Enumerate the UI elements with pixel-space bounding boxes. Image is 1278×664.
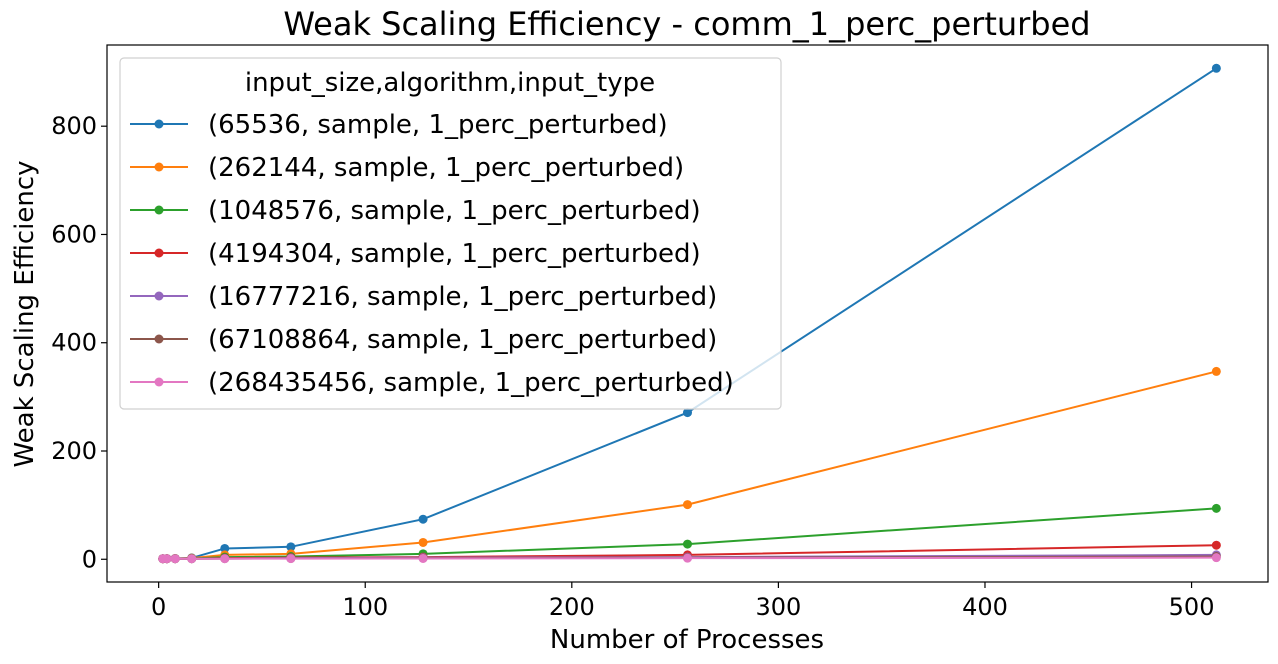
y-tick-label-1: 200 bbox=[51, 437, 97, 465]
legend-marker-0 bbox=[154, 119, 164, 129]
data-point-3-8 bbox=[1211, 540, 1221, 550]
x-tick-label-3: 300 bbox=[755, 593, 801, 621]
legend-marker-2 bbox=[154, 205, 164, 215]
legend-marker-1 bbox=[154, 162, 164, 172]
data-point-1-6 bbox=[418, 537, 428, 547]
legend-label-5: (67108864, sample, 1_perc_perturbed) bbox=[208, 325, 717, 355]
data-point-0-5 bbox=[286, 542, 296, 552]
x-tick-label-1: 100 bbox=[342, 593, 388, 621]
x-axis-title: Number of Processes bbox=[550, 625, 824, 655]
data-point-6-1 bbox=[162, 554, 172, 564]
data-point-2-8 bbox=[1211, 503, 1221, 513]
data-point-6-3 bbox=[187, 554, 197, 564]
data-point-6-4 bbox=[220, 554, 230, 564]
axes-frame bbox=[106, 44, 1269, 583]
data-point-6-2 bbox=[170, 554, 180, 564]
legend-marker-4 bbox=[154, 291, 164, 301]
legend-label-0: (65536, sample, 1_perc_perturbed) bbox=[208, 110, 668, 140]
x-tick-label-2: 200 bbox=[549, 593, 595, 621]
data-point-0-8 bbox=[1211, 63, 1221, 73]
y-axis-title: Weak Scaling Efficiency bbox=[10, 160, 40, 467]
data-point-1-8 bbox=[1211, 366, 1221, 376]
chart-title: Weak Scaling Efficiency - comm_1_perc_pe… bbox=[283, 5, 1090, 43]
data-point-2-7 bbox=[683, 539, 692, 549]
legend-label-6: (268435456, sample, 1_perc_perturbed) bbox=[208, 368, 734, 398]
y-tick-label-4: 800 bbox=[51, 112, 97, 140]
legend: input_size,algorithm,input_type (65536, … bbox=[119, 57, 782, 410]
data-point-6-8 bbox=[1211, 553, 1221, 563]
data-point-0-4 bbox=[220, 543, 230, 553]
y-tick-label-0: 0 bbox=[82, 545, 97, 573]
data-point-6-7 bbox=[683, 553, 692, 563]
y-tick-label-3: 600 bbox=[51, 220, 97, 248]
legend-marker-5 bbox=[154, 334, 164, 344]
legend-marker-6 bbox=[154, 377, 164, 387]
x-tick-label-5: 500 bbox=[1169, 593, 1215, 621]
legend-label-1: (262144, sample, 1_perc_perturbed) bbox=[208, 153, 684, 183]
legend-frame bbox=[119, 57, 782, 410]
data-point-6-5 bbox=[286, 554, 296, 564]
legend-label-3: (4194304, sample, 1_perc_perturbed) bbox=[208, 239, 701, 269]
legend-label-4: (16777216, sample, 1_perc_perturbed) bbox=[208, 282, 717, 312]
x-tick-label-0: 0 bbox=[151, 593, 166, 621]
y-tick-label-2: 400 bbox=[51, 329, 97, 357]
data-point-0-7 bbox=[683, 408, 692, 418]
data-point-1-7 bbox=[683, 500, 692, 510]
data-point-0-6 bbox=[418, 514, 428, 524]
legend-title: input_size,algorithm,input_type bbox=[245, 68, 655, 98]
x-tick-label-4: 400 bbox=[962, 593, 1008, 621]
data-point-6-6 bbox=[418, 553, 428, 563]
legend-items: (65536, sample, 1_perc_perturbed) (262144… bbox=[130, 110, 734, 398]
plot-area: 0 100 200 300 400 500 0 200 400 600 800 bbox=[51, 44, 1269, 621]
legend-marker-3 bbox=[154, 248, 164, 258]
legend-label-2: (1048576, sample, 1_perc_perturbed) bbox=[208, 196, 701, 226]
